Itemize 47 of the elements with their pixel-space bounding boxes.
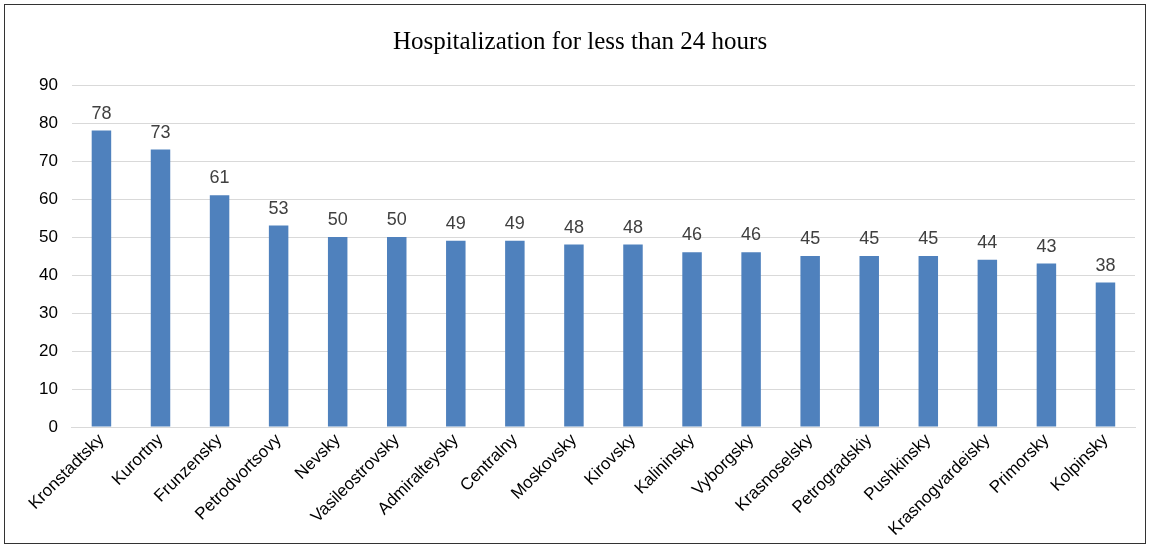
data-label: 46 bbox=[682, 224, 703, 245]
y-tick-label: 90 bbox=[38, 74, 58, 94]
bar bbox=[209, 195, 230, 427]
data-label: 53 bbox=[268, 197, 289, 218]
y-tick-label: 0 bbox=[48, 416, 58, 436]
bar bbox=[564, 244, 584, 427]
bar bbox=[387, 237, 407, 427]
data-label: 46 bbox=[741, 224, 762, 245]
data-label: 50 bbox=[386, 208, 407, 229]
data-label: 49 bbox=[445, 212, 466, 233]
data-label: 38 bbox=[1095, 254, 1116, 275]
bar bbox=[623, 244, 643, 427]
data-label: 73 bbox=[150, 121, 171, 142]
data-label: 49 bbox=[504, 212, 525, 233]
bar bbox=[1036, 263, 1057, 427]
y-tick-label: 50 bbox=[38, 226, 58, 246]
y-tick-label: 20 bbox=[38, 340, 58, 360]
data-label: 78 bbox=[91, 102, 112, 123]
bar bbox=[91, 130, 112, 427]
data-label: 43 bbox=[1036, 235, 1057, 256]
bar bbox=[977, 259, 998, 427]
bar bbox=[268, 225, 289, 427]
bar bbox=[800, 256, 820, 427]
bar bbox=[150, 149, 171, 427]
bar bbox=[741, 252, 761, 427]
bar bbox=[859, 256, 879, 427]
data-label: 48 bbox=[563, 216, 584, 237]
chart-title: Hospitalization for less than 24 hours bbox=[392, 26, 768, 54]
bar bbox=[446, 240, 466, 427]
data-label: 45 bbox=[800, 227, 821, 248]
y-tick-label: 40 bbox=[38, 264, 58, 284]
bar bbox=[327, 237, 348, 427]
bar bbox=[682, 252, 702, 427]
data-label: 50 bbox=[327, 208, 348, 229]
data-label: 45 bbox=[918, 227, 939, 248]
data-label: 48 bbox=[622, 216, 643, 237]
y-tick-label: 80 bbox=[38, 112, 58, 132]
bar bbox=[505, 240, 525, 427]
bar bbox=[1095, 282, 1116, 427]
bar bbox=[918, 256, 939, 427]
y-tick-label: 70 bbox=[38, 150, 58, 170]
data-label: 61 bbox=[209, 167, 230, 188]
y-tick-label: 60 bbox=[38, 188, 58, 208]
data-label: 45 bbox=[859, 227, 880, 248]
y-tick-label: 30 bbox=[38, 302, 58, 322]
y-tick-label: 10 bbox=[38, 378, 58, 398]
data-label: 44 bbox=[977, 231, 998, 252]
